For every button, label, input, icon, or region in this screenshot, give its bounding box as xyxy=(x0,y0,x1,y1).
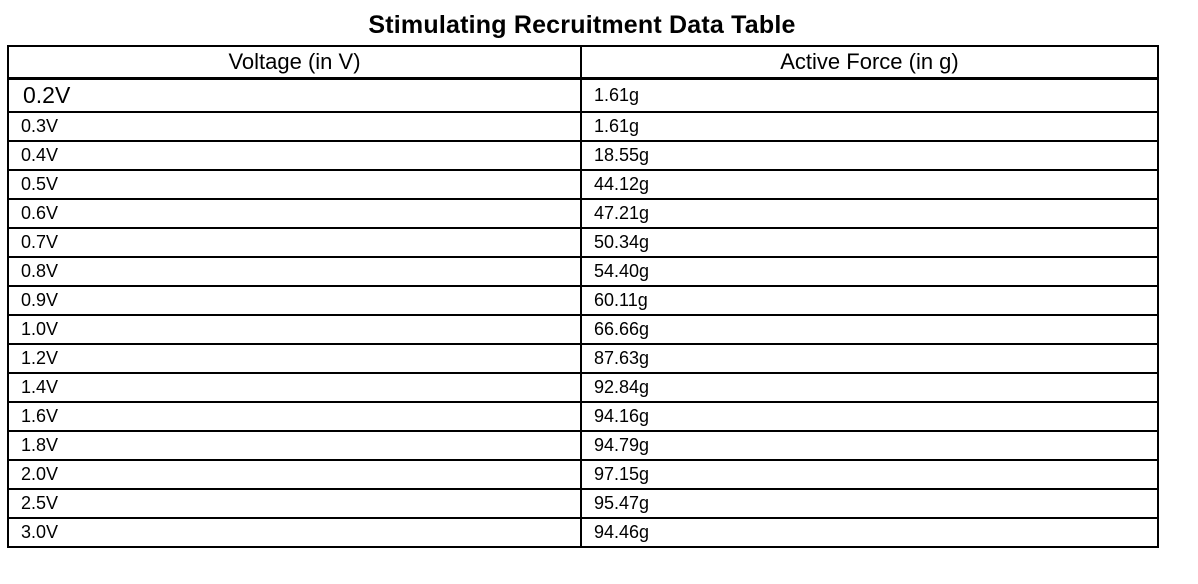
force-cell: 95.47g xyxy=(580,488,1159,519)
force-cell: 60.11g xyxy=(580,285,1159,316)
force-cell: 66.66g xyxy=(580,314,1159,345)
voltage-cell: 3.0V xyxy=(7,517,582,548)
table-row: 0.8V 54.40g xyxy=(7,256,1159,287)
page-title: Stimulating Recruitment Data Table xyxy=(368,11,796,39)
force-cell: 87.63g xyxy=(580,343,1159,374)
force-cell: 44.12g xyxy=(580,169,1159,200)
table-row: 1.8V 94.79g xyxy=(7,430,1159,461)
voltage-cell: 2.0V xyxy=(7,459,582,490)
force-cell: 92.84g xyxy=(580,372,1159,403)
force-cell: 47.21g xyxy=(580,198,1159,229)
force-cell: 94.46g xyxy=(580,517,1159,548)
voltage-cell: 0.5V xyxy=(7,169,582,200)
table-row: 0.3V 1.61g xyxy=(7,111,1159,142)
column-header-active-force: Active Force (in g) xyxy=(580,45,1159,80)
table-row: 2.0V 97.15g xyxy=(7,459,1159,490)
document-page: Stimulating Recruitment Data Table Volta… xyxy=(7,0,1159,548)
table-row: 0.6V 47.21g xyxy=(7,198,1159,229)
force-cell: 97.15g xyxy=(580,459,1159,490)
table-row: 0.9V 60.11g xyxy=(7,285,1159,316)
voltage-cell: 0.6V xyxy=(7,198,582,229)
voltage-cell: 1.0V xyxy=(7,314,582,345)
table-row: 1.2V 87.63g xyxy=(7,343,1159,374)
voltage-cell: 0.3V xyxy=(7,111,582,142)
voltage-cell: 0.7V xyxy=(7,227,582,258)
table-row: 2.5V 95.47g xyxy=(7,488,1159,519)
force-cell: 54.40g xyxy=(580,256,1159,287)
table-row: 0.2V 1.61g xyxy=(7,77,1159,113)
table-row: 1.4V 92.84g xyxy=(7,372,1159,403)
voltage-cell: 0.4V xyxy=(7,140,582,171)
table-row: 3.0V 94.46g xyxy=(7,517,1159,548)
header-row: Voltage (in V) Active Force (in g) xyxy=(7,45,1159,80)
voltage-cell: 1.2V xyxy=(7,343,582,374)
voltage-cell: 2.5V xyxy=(7,488,582,519)
recruitment-data-table: Voltage (in V) Active Force (in g) 0.2V 1… xyxy=(7,45,1159,548)
voltage-cell: 0.2V xyxy=(7,77,582,113)
table-row: 1.0V 66.66g xyxy=(7,314,1159,345)
table-row: 0.7V 50.34g xyxy=(7,227,1159,258)
force-cell: 18.55g xyxy=(580,140,1159,171)
voltage-cell: 0.9V xyxy=(7,285,582,316)
voltage-cell: 1.4V xyxy=(7,372,582,403)
voltage-cell: 1.6V xyxy=(7,401,582,432)
force-cell: 94.16g xyxy=(580,401,1159,432)
table-body: 0.2V 1.61g 0.3V 1.61g 0.4V 18.55g 0.5V 44.12g 0.… xyxy=(7,77,1159,548)
force-cell: 1.61g xyxy=(580,77,1159,113)
force-cell: 94.79g xyxy=(580,430,1159,461)
voltage-cell: 0.8V xyxy=(7,256,582,287)
table-row: 1.6V 94.16g xyxy=(7,401,1159,432)
force-cell: 50.34g xyxy=(580,227,1159,258)
voltage-cell: 1.8V xyxy=(7,430,582,461)
table-row: 0.5V 44.12g xyxy=(7,169,1159,200)
force-cell: 1.61g xyxy=(580,111,1159,142)
table-row: 0.4V 18.55g xyxy=(7,140,1159,171)
column-header-voltage: Voltage (in V) xyxy=(7,45,582,80)
